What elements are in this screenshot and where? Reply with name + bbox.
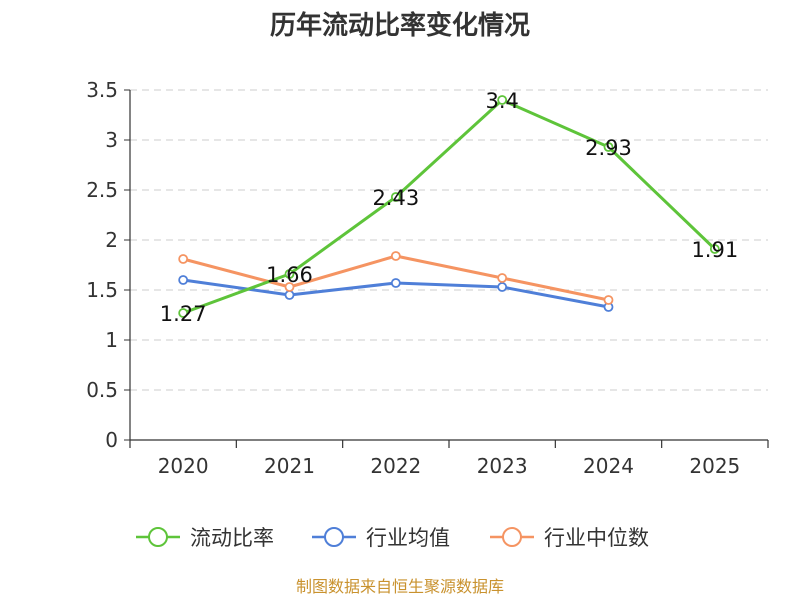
source-note: 制图数据来自恒生聚源数据库	[296, 577, 504, 596]
series-2	[178, 251, 614, 305]
series-point	[497, 95, 508, 105]
x-tick-label: 2023	[477, 454, 528, 478]
x-tick-label: 2022	[370, 454, 421, 478]
x-tick-label: 2021	[264, 454, 315, 478]
series-1	[178, 275, 614, 312]
y-tick-label: 0.5	[86, 378, 118, 402]
chart-title: 历年流动比率变化情况	[270, 10, 530, 41]
series-point	[709, 244, 720, 254]
y-tick-label: 0	[105, 428, 118, 452]
data-label: 2.93	[585, 136, 632, 160]
series-0	[178, 95, 720, 318]
legend-label: 行业均值	[366, 526, 450, 550]
legend-marker	[148, 527, 168, 547]
y-tick-label: 2	[105, 228, 118, 252]
y-tick-label: 2.5	[86, 178, 118, 202]
series-point	[497, 282, 508, 292]
series-point	[603, 295, 614, 305]
legend-item: 行业中位数	[490, 526, 649, 550]
series-point	[284, 269, 295, 279]
x-tick-label: 2020	[158, 454, 209, 478]
legend-marker	[324, 527, 344, 547]
series-point	[284, 282, 295, 292]
series-point	[178, 308, 189, 318]
legend-label: 流动比率	[190, 526, 274, 550]
series-group	[178, 95, 720, 318]
legend-marker	[502, 527, 522, 547]
legend-label: 行业中位数	[544, 526, 649, 550]
legend: 流动比率 行业均值 行业中位数	[136, 526, 649, 550]
axes: 0 0.5 1 1.5 2 2.5 3 3.5 2020 2021 2022 2023 2024 2025	[86, 78, 769, 478]
series-point	[390, 192, 401, 202]
data-labels: 1.27 1.66 2.43 3.4 2.93 1.91	[160, 89, 738, 326]
data-label: 1.91	[691, 238, 738, 262]
grid-lines	[130, 89, 768, 391]
y-tick-label: 3.5	[86, 78, 118, 102]
series-point	[497, 273, 508, 283]
x-tick-label: 2025	[689, 454, 740, 478]
x-tick-label: 2024	[583, 454, 634, 478]
series-line	[182, 98, 716, 315]
data-label: 1.27	[160, 302, 207, 326]
legend-item: 流动比率	[136, 526, 274, 550]
y-tick-label: 3	[105, 128, 118, 152]
series-point	[178, 275, 189, 285]
y-tick-label: 1	[105, 328, 118, 352]
series-point	[284, 290, 295, 300]
series-point	[603, 142, 614, 152]
data-label: 2.43	[372, 186, 419, 210]
data-label: 3.4	[485, 89, 518, 113]
series-point	[390, 278, 401, 288]
series-point	[178, 254, 189, 264]
series-point	[390, 251, 401, 261]
data-label: 1.66	[266, 263, 313, 287]
legend-item: 行业均值	[312, 526, 450, 550]
series-line	[182, 254, 609, 302]
y-tick-label: 1.5	[86, 278, 118, 302]
